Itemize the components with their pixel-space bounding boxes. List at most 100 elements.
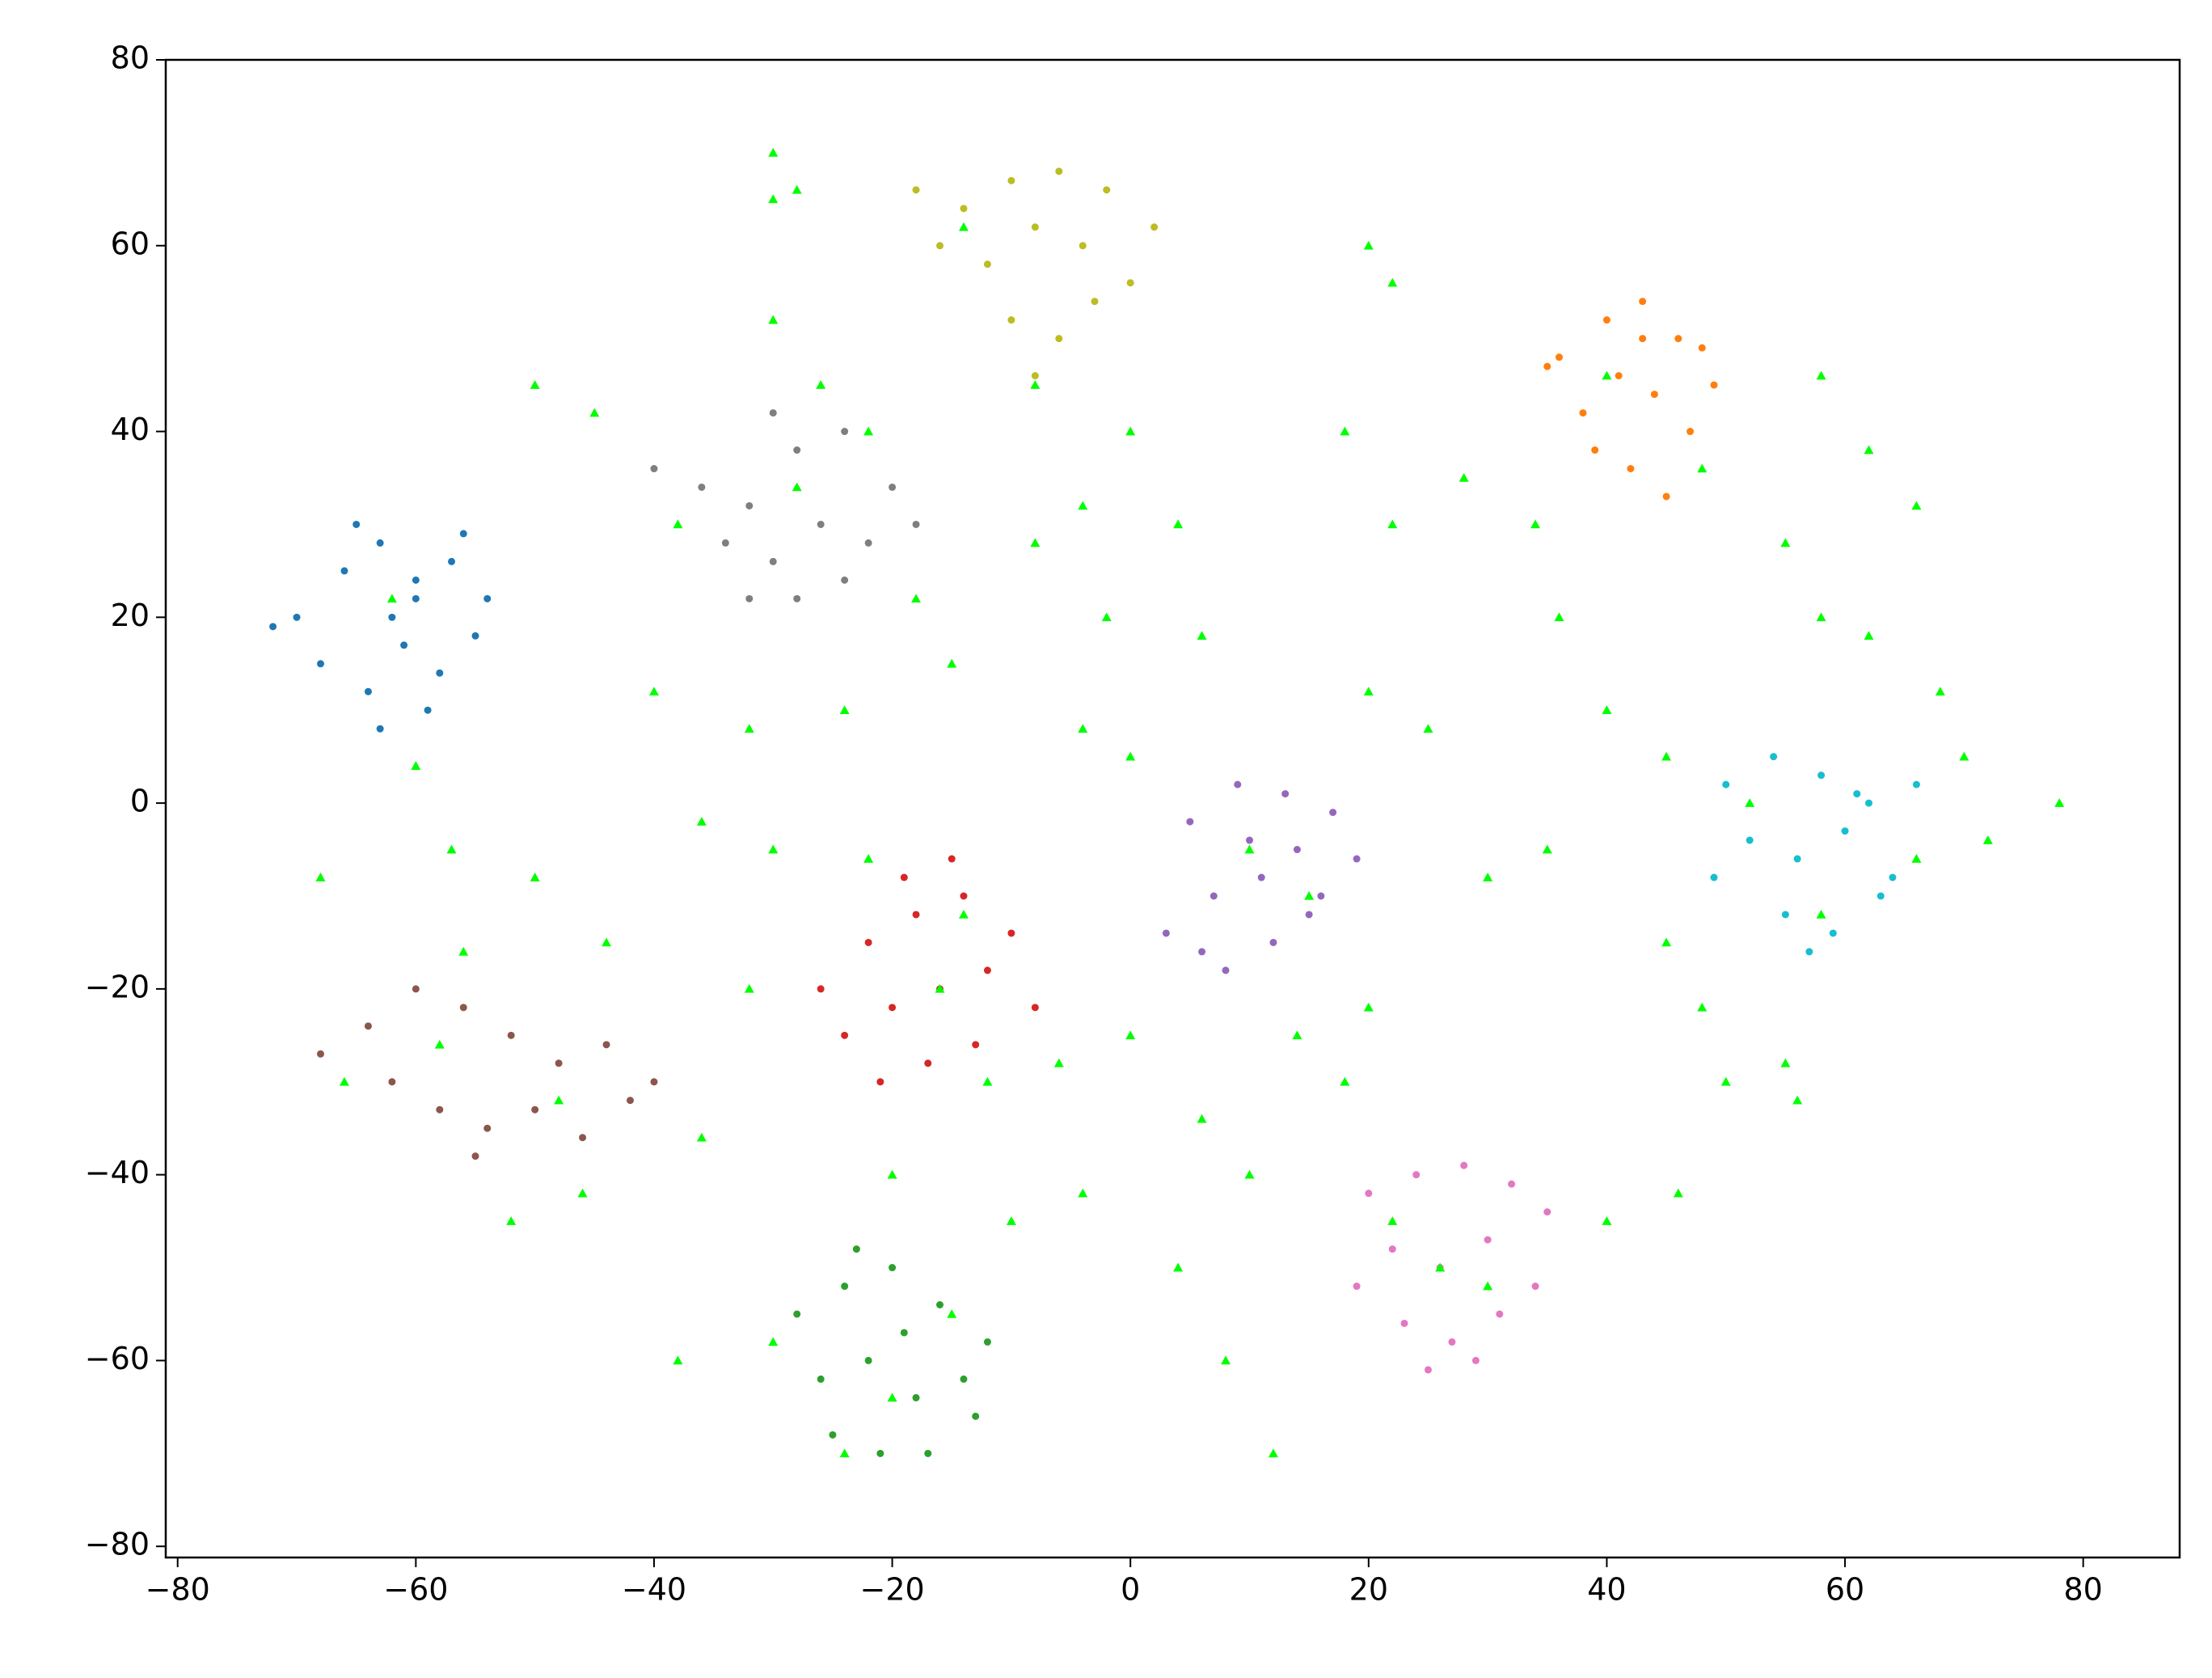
point	[839, 705, 850, 715]
point	[817, 1375, 825, 1383]
point	[744, 724, 754, 733]
point	[947, 1308, 957, 1318]
point	[1244, 844, 1255, 854]
point	[386, 594, 397, 603]
point	[577, 1188, 588, 1198]
point	[721, 539, 729, 547]
x-tick-label: 40	[1587, 1572, 1626, 1608]
point	[1079, 242, 1087, 250]
point	[471, 1152, 479, 1160]
point	[1673, 1188, 1683, 1198]
point	[315, 873, 326, 881]
point	[863, 426, 874, 436]
point	[1471, 1356, 1480, 1364]
point	[958, 222, 969, 231]
point	[1959, 751, 1969, 761]
point	[1816, 909, 1826, 919]
point	[412, 576, 420, 584]
point	[673, 519, 683, 529]
point	[1007, 929, 1015, 937]
point	[1496, 1310, 1504, 1318]
point	[1197, 631, 1207, 640]
point	[889, 1264, 897, 1272]
point	[1602, 316, 1610, 324]
point	[1543, 1208, 1551, 1216]
point	[911, 594, 922, 603]
point	[434, 1039, 445, 1049]
point	[483, 1124, 492, 1132]
point	[1388, 1245, 1396, 1253]
point	[1412, 1171, 1420, 1179]
point	[1662, 492, 1670, 501]
point	[507, 1031, 515, 1039]
point	[1209, 892, 1218, 900]
point	[768, 194, 779, 204]
point	[376, 725, 384, 733]
point	[889, 1004, 897, 1012]
point	[1793, 855, 1801, 863]
point	[887, 1393, 897, 1402]
point	[1257, 873, 1265, 881]
point	[506, 1216, 517, 1225]
point	[1556, 353, 1564, 361]
point	[352, 520, 361, 528]
y-tick-label: −80	[85, 1527, 150, 1562]
point	[1865, 799, 1873, 807]
y-tick-label: 60	[111, 226, 150, 261]
point	[1864, 631, 1874, 640]
point	[1317, 892, 1325, 900]
point	[1221, 1355, 1231, 1365]
point	[530, 380, 540, 389]
point	[696, 1132, 707, 1142]
point	[446, 844, 457, 854]
x-tick-label: 0	[1121, 1572, 1140, 1608]
point	[1817, 771, 1826, 780]
point	[1661, 937, 1672, 947]
point	[768, 1337, 779, 1346]
point	[1770, 753, 1778, 761]
point	[1363, 240, 1374, 250]
point	[269, 623, 277, 631]
point	[829, 1431, 837, 1439]
plot-frame	[164, 58, 2181, 1559]
point	[1126, 279, 1134, 287]
point	[1281, 790, 1290, 798]
point	[1889, 873, 1897, 881]
point	[983, 260, 991, 268]
point	[1007, 176, 1015, 184]
point	[1363, 1002, 1374, 1012]
x-tick-label: 20	[1349, 1572, 1388, 1608]
point	[1293, 846, 1301, 854]
point	[317, 1050, 325, 1058]
point	[1508, 1180, 1516, 1188]
point	[1483, 1281, 1493, 1291]
point	[1483, 873, 1493, 881]
point	[1329, 809, 1337, 817]
point	[936, 242, 944, 250]
point	[1602, 705, 1612, 715]
point	[983, 1338, 991, 1346]
point	[1829, 929, 1837, 937]
y-tick-label: 40	[111, 412, 150, 447]
point	[769, 557, 777, 565]
point	[424, 706, 432, 714]
point	[412, 594, 420, 602]
point	[839, 1448, 850, 1458]
point	[817, 985, 825, 993]
point	[627, 1097, 635, 1105]
point	[698, 483, 706, 491]
point	[1125, 1030, 1136, 1040]
point	[1530, 519, 1541, 529]
point	[1423, 724, 1433, 733]
point	[841, 428, 849, 436]
point	[1710, 873, 1718, 881]
point	[1268, 1448, 1278, 1458]
point	[960, 1375, 968, 1383]
point	[1424, 1366, 1432, 1374]
point	[745, 594, 754, 602]
point	[864, 539, 872, 547]
point	[602, 1041, 610, 1049]
point	[1484, 1236, 1492, 1244]
point	[1246, 836, 1254, 844]
